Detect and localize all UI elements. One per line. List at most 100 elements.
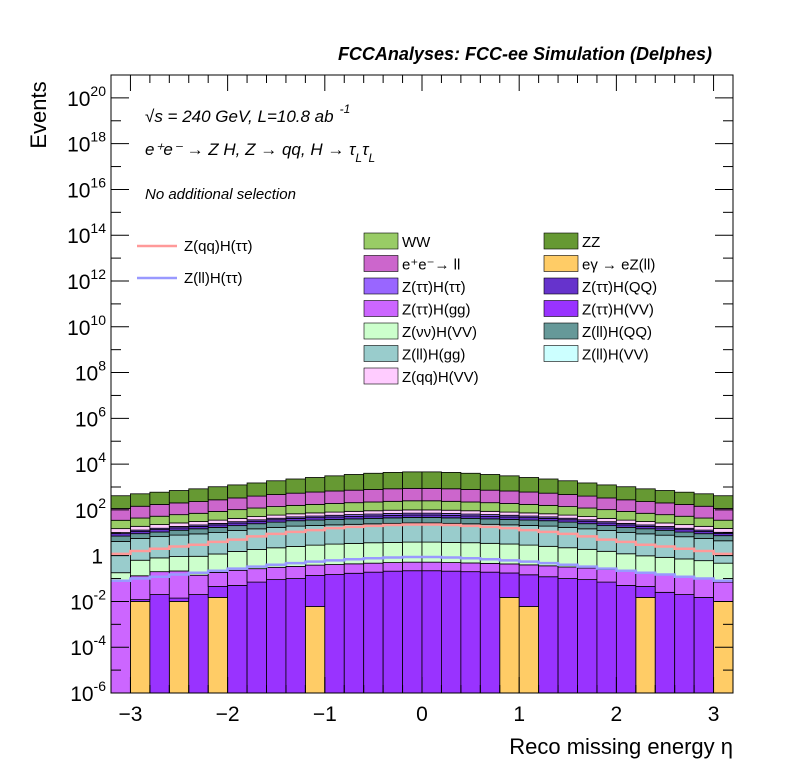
bar [130,559,151,577]
bar [227,569,248,586]
bar [713,562,734,583]
bar [246,581,267,694]
legend-box-swatch [543,322,579,340]
bar [615,499,637,512]
bar [382,570,403,694]
bar [693,538,714,562]
bar [266,526,287,549]
bar [518,503,540,514]
y-axis-label: Events [26,81,51,148]
bar [693,597,714,694]
bar [130,533,151,539]
annotation-selection: No additional selection [145,186,296,203]
bar [557,526,578,549]
legend-box-swatch [543,300,579,317]
bar [441,488,462,502]
bar [246,568,267,583]
bar [654,522,676,527]
bar [460,517,481,525]
legend: Z(qq)H(ττ) Z(ll)H(ττ) WW ZZ e⁺e⁻→ ll eγ → eZ(… [137,232,657,386]
x-tick-label: 2 [611,703,623,726]
bar [615,526,637,533]
legend-entry-label: Z(qq)H(VV) [402,369,479,386]
bar [227,517,248,523]
overlay-lines [111,523,733,583]
bar [402,500,423,511]
bar [518,574,540,607]
legend-entry-label: Z(ττ)H(VV) [582,302,654,319]
legend-entry-label: Z(ττ)H(gg) [402,302,471,319]
bar [460,510,481,515]
bar [168,502,190,516]
bar [246,495,267,509]
legend-box-swatch [543,232,579,250]
bar [266,514,287,519]
bar [402,541,423,563]
bar [674,576,695,595]
x-tick-label: −2 [216,703,240,726]
bar [441,562,462,572]
bar [635,597,656,694]
bar [654,574,676,593]
legend-entry-label: e⁺e⁻→ ll [402,257,460,274]
bar [421,500,442,511]
bar [188,512,209,522]
bar [577,507,598,518]
bar [421,509,442,514]
legend-entry-label: Z(ll)H(ττ) [184,270,243,287]
bar [227,525,248,531]
bar [499,511,520,516]
bar [557,514,578,519]
bar [460,562,481,573]
bar [207,519,229,524]
bar [596,509,617,519]
bar [577,516,598,521]
bar [130,601,151,694]
bar [363,517,384,525]
bar [363,472,384,490]
bar [615,570,637,586]
bar [577,482,598,497]
legend-entry-label: Z(ll)H(QQ) [582,324,652,341]
bar [499,597,520,694]
bar [168,597,190,602]
bar [110,580,131,694]
bar [479,510,501,515]
bar [596,517,617,523]
bar [130,493,151,507]
bar [382,509,403,514]
bar [382,541,403,563]
bar [460,571,481,694]
bar [246,523,267,530]
bar [188,574,209,595]
bar [479,518,501,525]
bar [207,532,229,555]
bar [363,489,384,503]
bar [713,519,734,529]
bar [479,489,501,504]
bar [441,472,462,490]
bar [110,495,131,509]
bar [149,531,170,538]
bar [557,566,578,579]
bar [577,548,598,569]
bar [693,505,714,519]
legend-box-swatch [363,322,399,340]
bar [285,492,306,506]
bar [538,525,559,547]
bar [713,528,734,533]
legend-entry-label: Z(qq)H(ττ) [184,238,253,255]
bar [110,519,131,530]
bar [479,502,501,512]
bar [441,509,462,514]
y-tick-label: 10-6 [70,678,106,706]
bar [188,488,209,502]
bar [518,606,540,694]
bar [421,487,442,502]
bar [557,506,578,516]
y-tick-label: 104 [75,449,106,477]
series-11 [110,487,734,521]
bar [382,472,403,490]
bar [130,525,151,531]
y-tick-label: 102 [75,495,106,523]
